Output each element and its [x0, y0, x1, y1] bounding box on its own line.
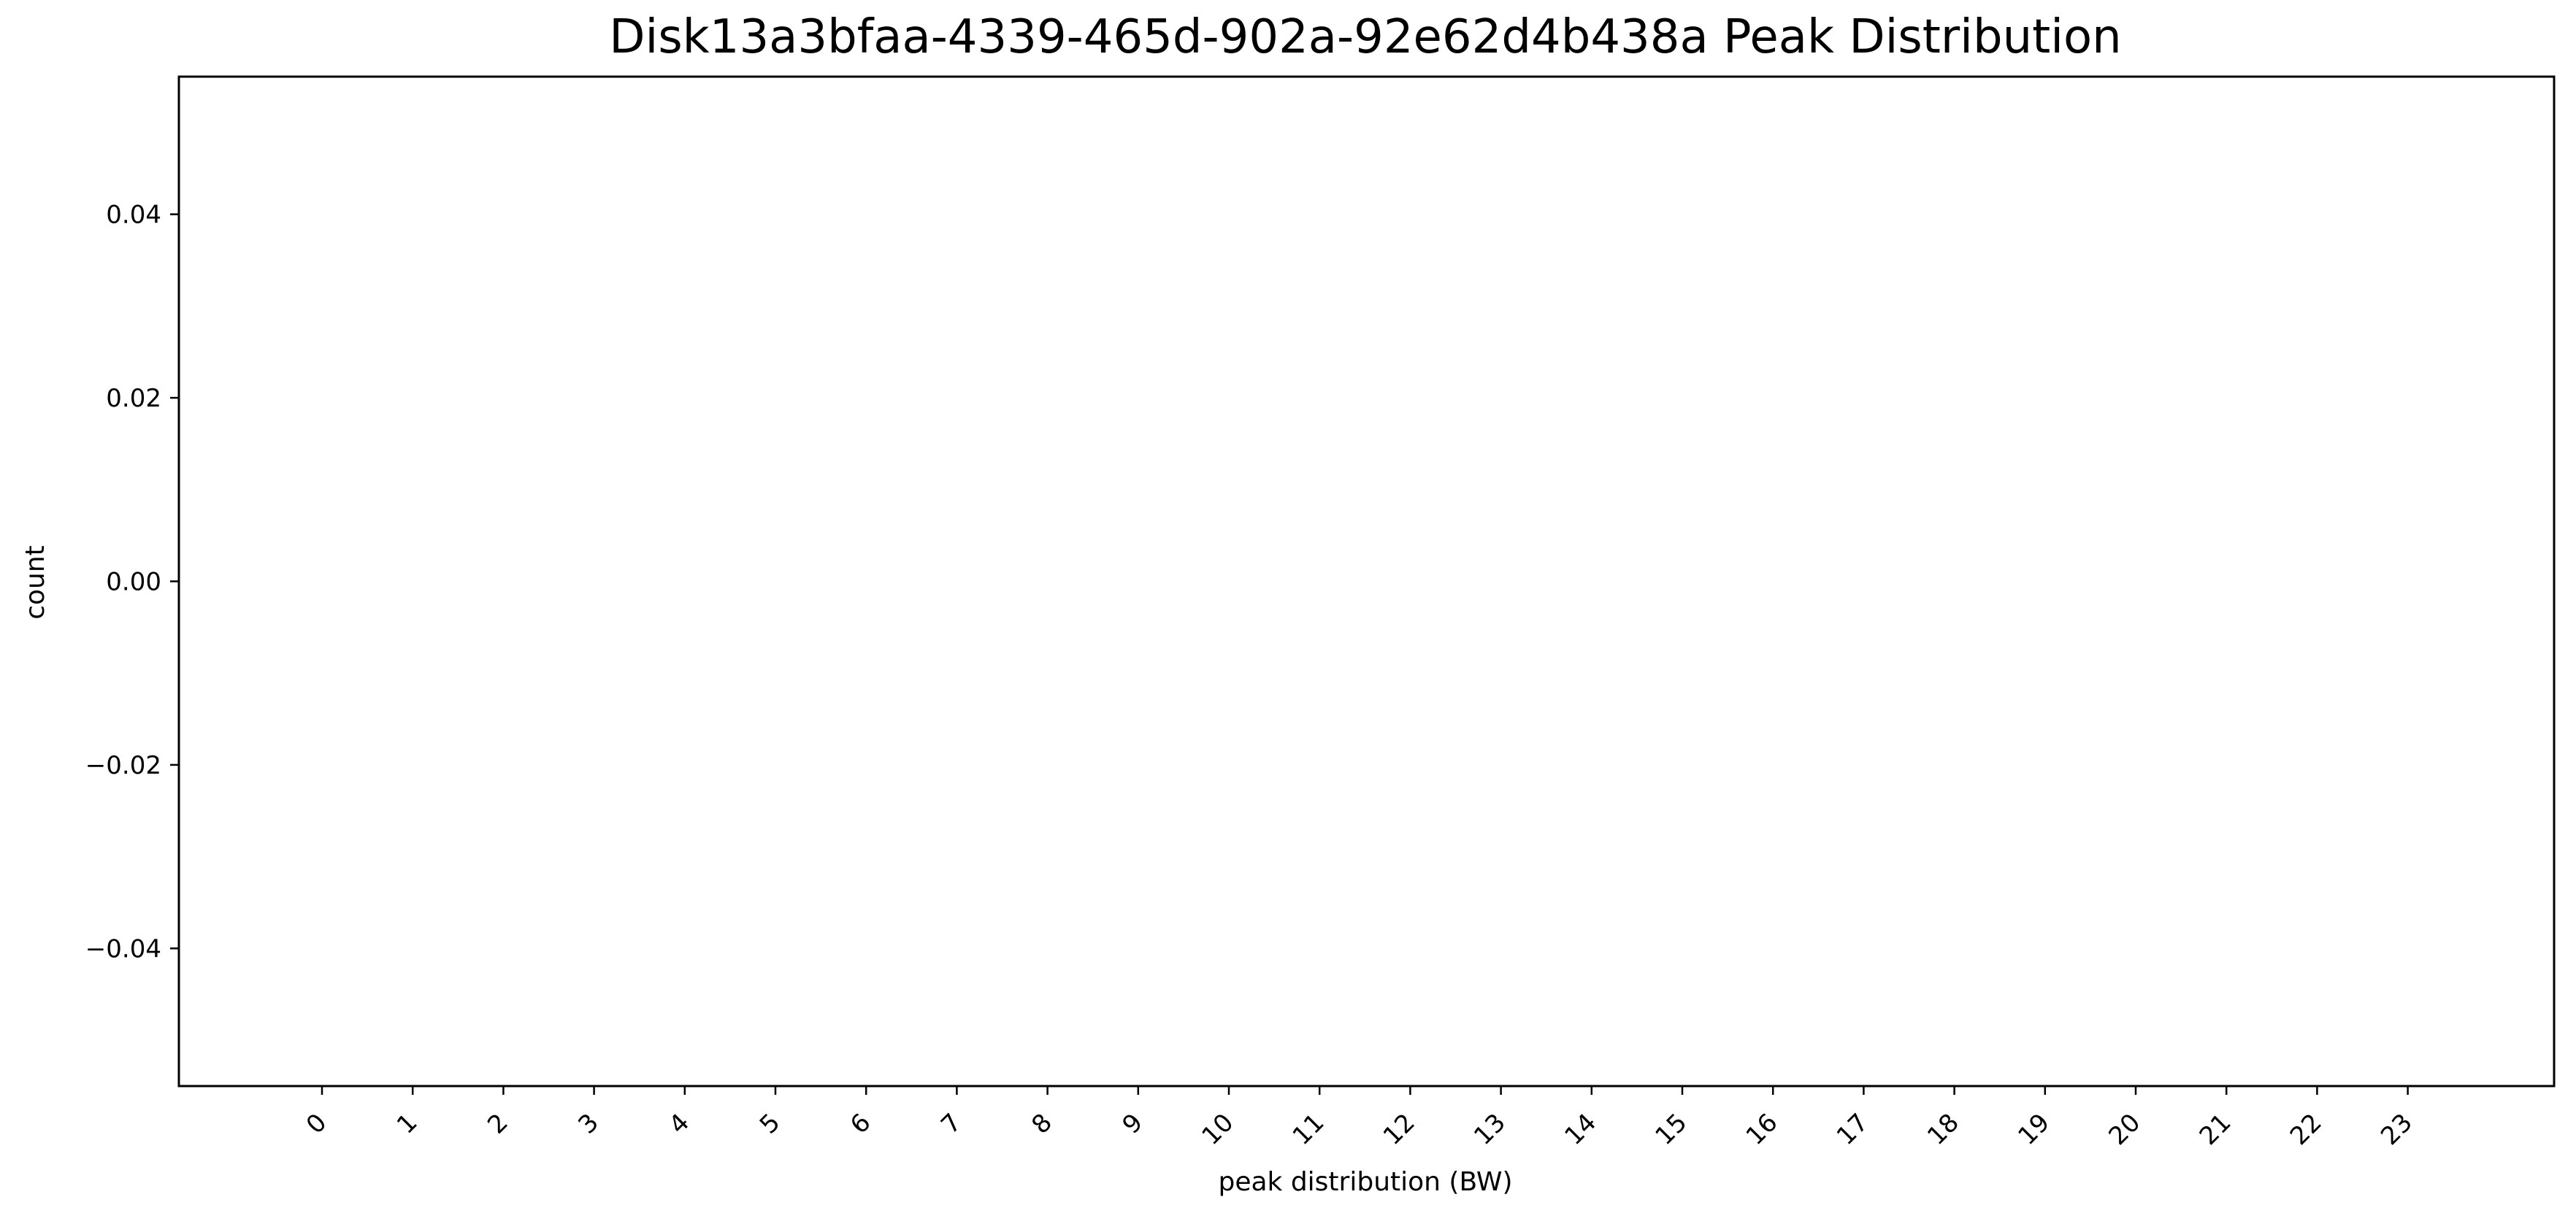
x-tick-label: 12 [1378, 1108, 1421, 1151]
x-tick-label: 0 [301, 1108, 333, 1140]
x-tick-label: 7 [935, 1108, 967, 1140]
x-tick-label: 1 [391, 1108, 423, 1140]
x-tick-label: 20 [2103, 1108, 2146, 1151]
x-tick-label: 6 [845, 1108, 877, 1140]
y-tick-label: −0.04 [85, 934, 161, 963]
x-tick-label: 9 [1117, 1108, 1149, 1140]
y-tick-label: 0.02 [106, 384, 161, 413]
x-axis-ticks: 0 1 2 3 4 5 6 7 8 9 10 11 12 13 14 15 16 17 18 19 20 21 22 23 [301, 1086, 2418, 1151]
x-tick-label: 13 [1468, 1108, 1511, 1151]
x-tick-label: 11 [1287, 1108, 1330, 1151]
y-axis-label: count [20, 545, 50, 620]
x-tick-label: 17 [1831, 1108, 1874, 1151]
x-tick-label: 18 [1922, 1108, 1965, 1151]
x-tick-label: 8 [1026, 1108, 1058, 1140]
x-tick-label: 10 [1196, 1108, 1239, 1151]
chart-title: Disk13a3bfaa-4339-465d-902a-92e62d4b438a… [609, 10, 2121, 64]
x-tick-label: 16 [1741, 1108, 1784, 1151]
x-tick-label: 4 [664, 1108, 696, 1140]
x-tick-label: 19 [2012, 1108, 2055, 1151]
y-tick-label: 0.04 [106, 201, 161, 230]
x-tick-label: 2 [482, 1108, 514, 1140]
x-tick-label: 22 [2285, 1108, 2328, 1151]
y-tick-label: 0.00 [106, 568, 161, 597]
x-tick-label: 5 [754, 1108, 786, 1140]
x-tick-label: 15 [1649, 1108, 1693, 1151]
x-tick-label: 14 [1559, 1108, 1602, 1151]
plot-frame [177, 75, 2556, 1088]
x-tick-label: 21 [2194, 1108, 2237, 1151]
x-axis-label: peak distribution (BW) [1218, 1167, 1512, 1197]
x-tick-label: 23 [2375, 1108, 2418, 1151]
x-tick-label: 3 [572, 1108, 605, 1140]
y-axis-ticks: −0.04 −0.02 0.00 0.02 0.04 [85, 201, 179, 963]
y-tick-label: −0.02 [85, 751, 161, 780]
